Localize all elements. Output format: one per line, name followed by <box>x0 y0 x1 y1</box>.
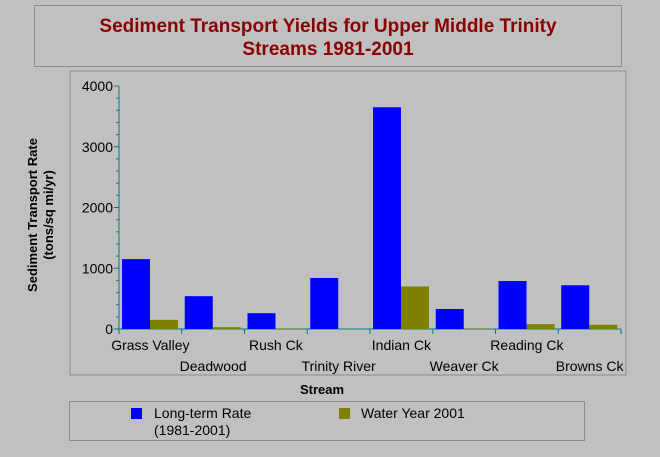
y-tick-label: 2000 <box>82 200 113 216</box>
bar <box>184 296 213 329</box>
bar <box>401 286 429 329</box>
x-tick-label: Reading Ck <box>490 337 564 353</box>
chart-title-line2: Streams 1981-2001 <box>242 39 414 60</box>
plot-frame <box>69 70 627 376</box>
chart-area: 0 1000 2000 3000 4000 Grass Valley DeadwoodRus… <box>25 70 627 397</box>
bar <box>310 277 339 329</box>
x-tick-label: Weaver Ck <box>430 358 500 374</box>
y-axis-title-line1: Sediment Transport Rate <box>25 138 40 292</box>
bar <box>561 285 590 329</box>
bar <box>463 328 492 329</box>
y-tick-label: 0 <box>105 321 113 337</box>
bar <box>247 313 276 329</box>
bar <box>122 259 150 329</box>
bar <box>435 308 464 329</box>
bar <box>212 327 241 329</box>
x-tick-label: Grass Valley <box>111 337 189 353</box>
x-tick-label: Browns Ck <box>556 358 625 374</box>
x-tick-label: Trinity River <box>302 358 376 374</box>
legend-label-long-term: Long-term Rate (1981-2001) <box>154 405 252 438</box>
y-tick-label: 3000 <box>82 139 113 155</box>
chart-title-line1: Sediment Transport Yields for Upper Midd… <box>99 16 557 37</box>
y-tick-label: 4000 <box>82 78 113 94</box>
x-tick-label: Deadwood <box>180 358 247 374</box>
x-tick-label: Indian Ck <box>372 337 432 353</box>
y-tick-label: 1000 <box>82 260 113 276</box>
chart-title: Sediment Transport Yields for Upper Midd… <box>34 5 622 67</box>
legend: Long-term Rate (1981-2001) Water Year 20… <box>69 401 585 441</box>
bar <box>589 324 618 329</box>
bar <box>526 324 555 329</box>
x-axis-title: Stream <box>300 382 344 397</box>
legend-label-water-year: Water Year 2001 <box>361 405 465 421</box>
bar <box>150 319 178 329</box>
y-axis-title-line2: (tons/sq mi/yr) <box>41 170 56 260</box>
bar <box>498 281 527 329</box>
x-tick-label: Rush Ck <box>249 337 304 353</box>
legend-swatch-water-year <box>339 408 350 419</box>
bar <box>275 328 304 329</box>
legend-swatch-long-term <box>131 408 142 419</box>
bar <box>373 107 401 329</box>
